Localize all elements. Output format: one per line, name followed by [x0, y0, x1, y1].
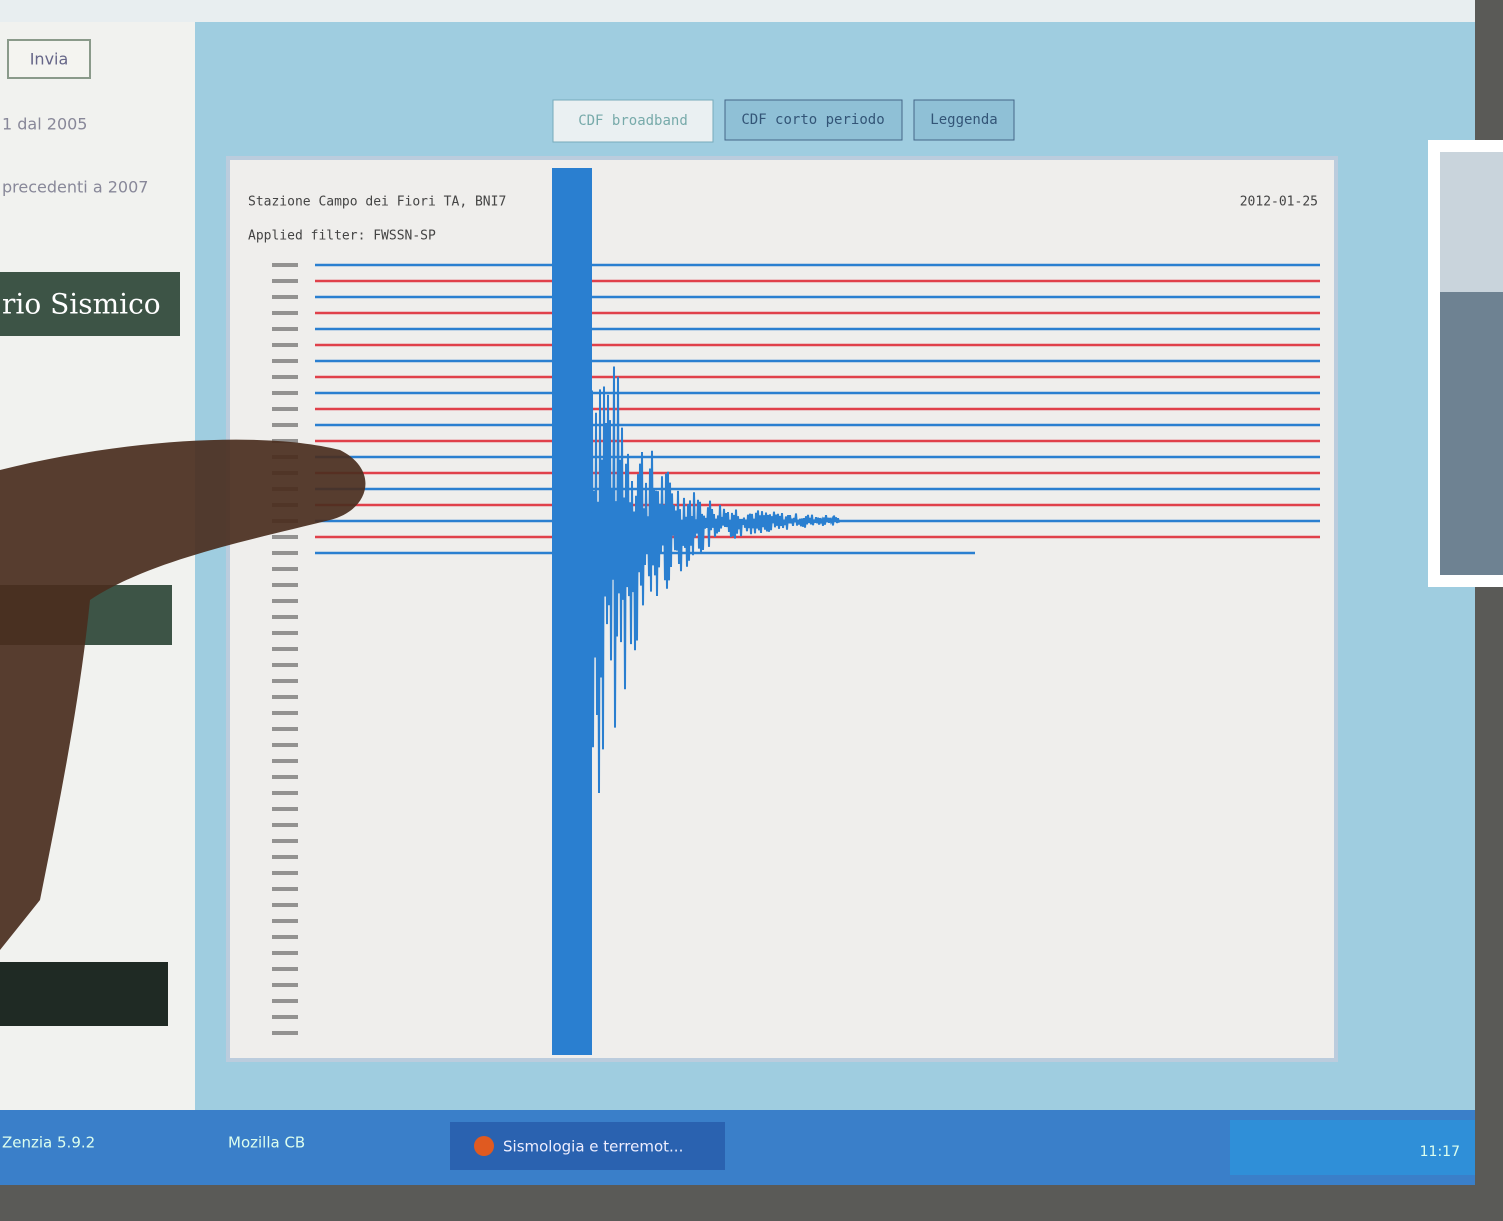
time-mark — [272, 407, 298, 411]
button[interactable] — [7, 39, 91, 79]
time-mark — [272, 887, 298, 891]
time-mark — [272, 359, 298, 363]
time-mark — [272, 919, 298, 923]
taskbar-item[interactable]: Zenzia 5.9.2 — [2, 1134, 95, 1152]
time-mark — [272, 439, 298, 443]
time-mark — [272, 903, 298, 907]
tab-label[interactable]: Leggenda — [930, 112, 997, 128]
tab[interactable] — [913, 99, 1015, 141]
time-mark — [272, 343, 298, 347]
time-mark — [272, 999, 298, 1003]
taskbar-item[interactable]: Sismologia e terremot... — [503, 1138, 683, 1156]
time-mark — [272, 951, 298, 955]
time-mark — [272, 1015, 298, 1019]
seismogram — [272, 168, 1320, 1055]
tray — [1230, 1120, 1475, 1175]
filter-label: Applied filter: FWSSN-SP — [248, 229, 436, 244]
tab-label[interactable]: CDF corto periodo — [741, 112, 884, 128]
taskbar-item[interactable]: Mozilla CB — [228, 1134, 305, 1152]
time-mark — [272, 423, 298, 427]
time-mark — [272, 567, 298, 571]
time-mark — [272, 871, 298, 875]
time-mark — [272, 599, 298, 603]
time-mark — [272, 679, 298, 683]
sidebar-item[interactable]: precedenti a 2007 — [2, 178, 148, 197]
sidebar-item[interactable]: 1 dal 2005 — [2, 115, 87, 134]
app-icon — [474, 1136, 494, 1156]
top-bar — [0, 0, 1475, 22]
time-mark — [272, 631, 298, 635]
sidebar-heading: rio Sismico — [2, 288, 161, 321]
station-label: Stazione Campo dei Fiori TA, BNI7 — [248, 195, 506, 210]
time-mark — [272, 823, 298, 827]
time-mark — [272, 535, 298, 539]
time-mark — [272, 311, 298, 315]
time-mark — [272, 791, 298, 795]
time-mark — [272, 935, 298, 939]
button-label[interactable]: Invia — [30, 50, 69, 69]
time-mark — [272, 295, 298, 299]
sidebar-box — [0, 962, 168, 1026]
time-mark — [272, 759, 298, 763]
date-label: 2012-01-25 — [1240, 195, 1318, 210]
time-mark — [272, 855, 298, 859]
finger — [0, 439, 366, 950]
time-mark — [272, 983, 298, 987]
taskbar — [0, 1110, 1475, 1185]
time-mark — [272, 743, 298, 747]
time-mark — [272, 391, 298, 395]
time-mark — [272, 663, 298, 667]
time-mark — [272, 967, 298, 971]
time-mark — [272, 807, 298, 811]
tab-label[interactable]: CDF broadband — [578, 113, 688, 129]
time-mark — [272, 647, 298, 651]
time-mark — [272, 279, 298, 283]
tab[interactable] — [724, 99, 903, 141]
time-mark — [272, 583, 298, 587]
time-mark — [272, 727, 298, 731]
burst — [552, 168, 592, 1055]
time-mark — [272, 327, 298, 331]
thumbnail-sky — [1440, 152, 1503, 292]
time-mark — [272, 839, 298, 843]
time-mark — [272, 551, 298, 555]
time-mark — [272, 375, 298, 379]
clock: 11:17 — [1420, 1144, 1460, 1160]
time-mark — [272, 263, 298, 267]
time-mark — [272, 775, 298, 779]
coda — [591, 366, 840, 793]
time-mark — [272, 1031, 298, 1035]
tab[interactable] — [552, 99, 714, 143]
time-mark — [272, 711, 298, 715]
active-task[interactable] — [450, 1122, 725, 1170]
time-mark — [272, 695, 298, 699]
time-mark — [272, 615, 298, 619]
plot-panel — [226, 156, 1338, 1062]
heading-box — [0, 272, 180, 336]
